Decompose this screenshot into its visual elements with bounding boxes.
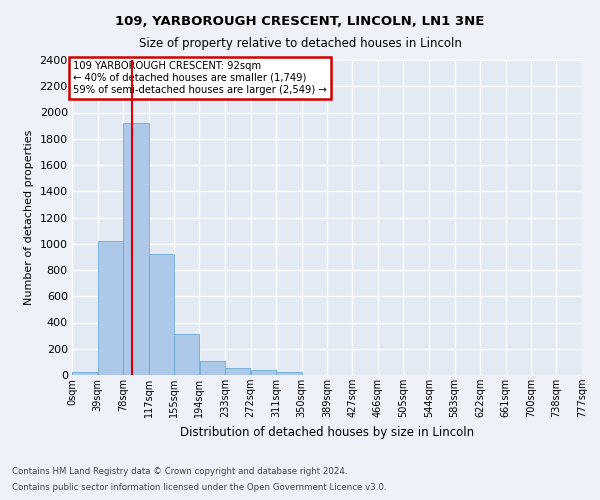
Bar bbox=[124, 123, 149, 375]
Bar bbox=[174, 334, 199, 375]
X-axis label: Distribution of detached houses by size in Lincoln: Distribution of detached houses by size … bbox=[180, 426, 474, 438]
Bar bbox=[199, 360, 225, 375]
Bar bbox=[98, 241, 123, 375]
Text: 109, YARBOROUGH CRESCENT, LINCOLN, LN1 3NE: 109, YARBOROUGH CRESCENT, LINCOLN, LN1 3… bbox=[115, 15, 485, 28]
Bar bbox=[72, 372, 97, 375]
Text: Contains HM Land Registry data © Crown copyright and database right 2024.: Contains HM Land Registry data © Crown c… bbox=[12, 467, 347, 476]
Text: Size of property relative to detached houses in Lincoln: Size of property relative to detached ho… bbox=[139, 38, 461, 51]
Bar bbox=[225, 368, 250, 375]
Bar bbox=[149, 254, 174, 375]
Bar bbox=[276, 372, 302, 375]
Bar bbox=[251, 370, 276, 375]
Y-axis label: Number of detached properties: Number of detached properties bbox=[24, 130, 34, 305]
Text: 109 YARBOROUGH CRESCENT: 92sqm
← 40% of detached houses are smaller (1,749)
59% : 109 YARBOROUGH CRESCENT: 92sqm ← 40% of … bbox=[73, 62, 327, 94]
Text: Contains public sector information licensed under the Open Government Licence v3: Contains public sector information licen… bbox=[12, 483, 386, 492]
